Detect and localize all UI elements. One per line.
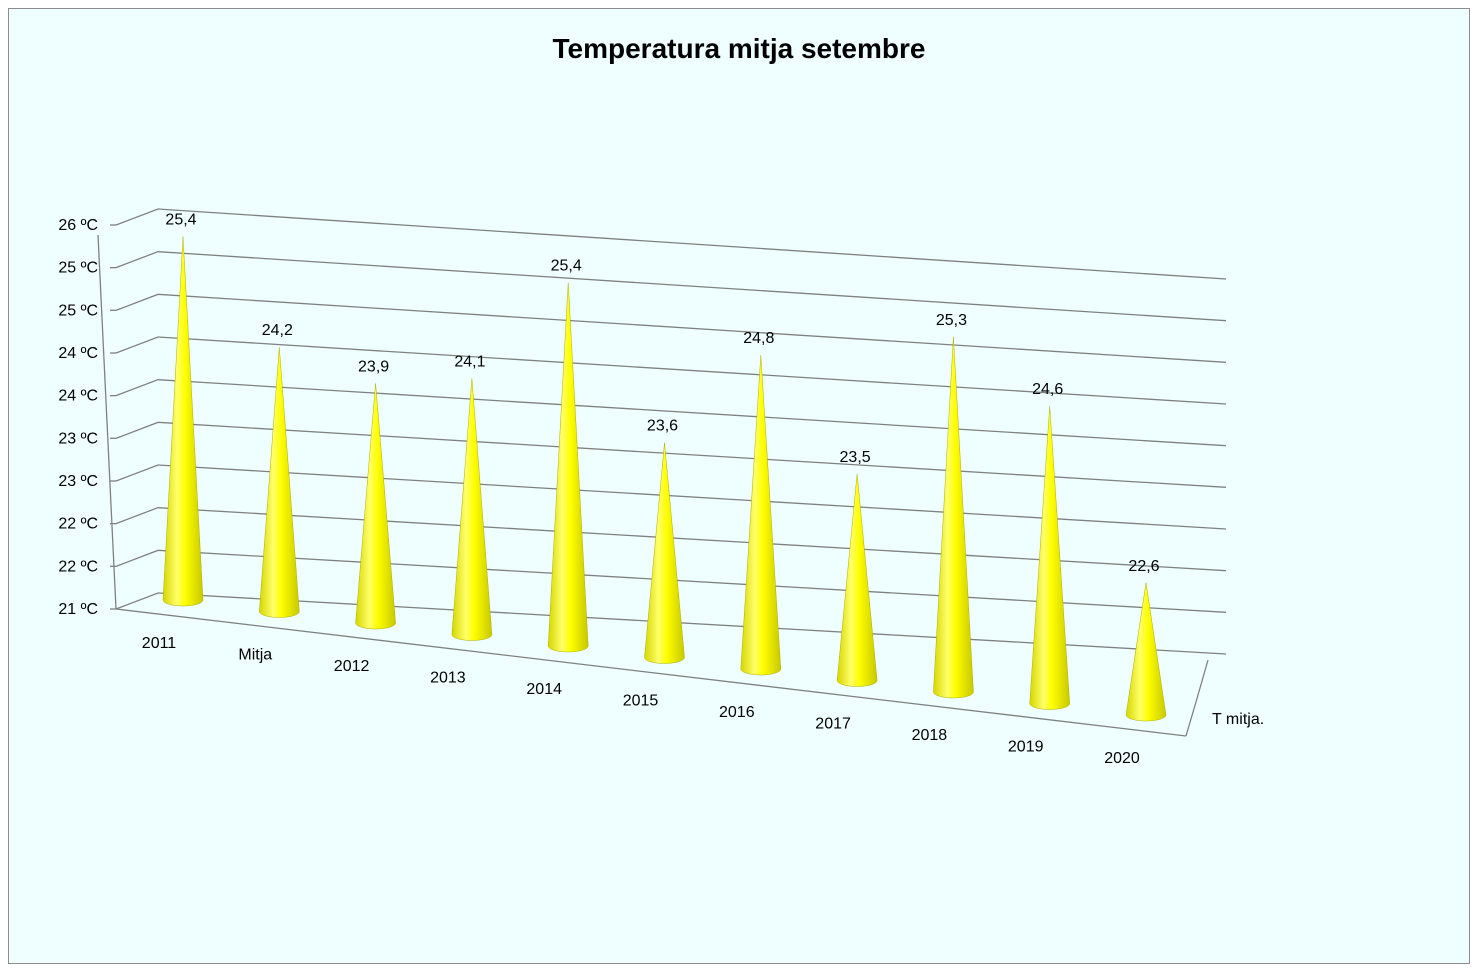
cone-body (451, 378, 493, 641)
x-tick-label: 2014 (526, 681, 562, 698)
data-label: 24,8 (743, 330, 774, 347)
chart-frame (8, 8, 1470, 964)
gridline (115, 251, 1227, 322)
y-tick-label: 24 ºC (58, 345, 98, 362)
cone-body (740, 355, 782, 676)
cone-body (355, 383, 396, 630)
data-label: 24,2 (262, 322, 293, 339)
x-tick-label: 2016 (719, 704, 755, 721)
gridline (115, 464, 1227, 530)
y-tick-label: 21 ºC (58, 601, 98, 618)
cone-2017 (836, 473, 878, 687)
cone-2011 (162, 236, 204, 607)
cone-body (1029, 406, 1070, 710)
cone-body (1125, 582, 1167, 722)
gridline (115, 549, 1227, 613)
x-tick-label: 2011 (142, 635, 177, 652)
x-tick-label: 2012 (334, 658, 370, 675)
x-tick-label: 2017 (815, 716, 851, 733)
x-axis-line (115, 608, 1187, 737)
data-label: 25,4 (551, 258, 582, 275)
cones (162, 236, 1167, 722)
depth-axis-edge (1185, 701, 1197, 737)
x-tick-label: 2020 (1104, 750, 1140, 767)
cone-2015 (644, 442, 685, 664)
y-tick-label: 23 ºC (58, 430, 98, 447)
y-tick-label: 25 ºC (58, 260, 98, 277)
y-axis-tick-labels: 21 ºC 22 ºC 22 ºC 23 ºC 23 ºC 24 ºC 24 ºC 25 ºC… (58, 217, 98, 618)
gridline (115, 336, 1227, 405)
x-tick-label: 2019 (1008, 739, 1044, 756)
y-tick-label: 23 ºC (58, 473, 98, 490)
cone-body (836, 473, 878, 687)
gridline (115, 379, 1227, 447)
cone-2012 (355, 383, 396, 630)
y-tick-label: 22 ºC (58, 516, 98, 533)
data-label: 23,5 (840, 449, 871, 466)
cone-body (644, 442, 685, 664)
cone-mitja (259, 347, 300, 618)
cone-2018 (933, 336, 974, 699)
data-label: 23,9 (358, 358, 389, 375)
depth-axis-line (1195, 659, 1209, 703)
y-tick-label: 24 ºC (58, 388, 98, 405)
gridline (115, 208, 1227, 280)
gridline (115, 421, 1227, 488)
data-label: 24,6 (1032, 381, 1063, 398)
x-tick-label: 2018 (912, 727, 948, 744)
y-tick-label: 26 ºC (58, 217, 98, 234)
gridline (115, 293, 1227, 363)
data-label: 24,1 (454, 353, 485, 370)
cone-body (259, 347, 300, 618)
cone-body (933, 336, 974, 699)
y-tick-label: 22 ºC (58, 558, 98, 575)
axes (97, 224, 1209, 737)
cone-2019 (1029, 406, 1070, 710)
data-label: 22,6 (1128, 558, 1159, 575)
cone-2020 (1125, 582, 1167, 722)
cone-2013 (451, 378, 493, 641)
gridline (115, 507, 1227, 572)
data-label: 23,6 (647, 418, 678, 435)
data-label: 25,3 (936, 312, 967, 329)
chart-title: Temperatura mitja setembre (553, 33, 926, 64)
series-axis-label: T mitja. (1212, 711, 1264, 728)
y-axis-line (97, 234, 117, 610)
x-tick-label: 2015 (623, 693, 659, 710)
cone-body (162, 236, 204, 607)
x-tick-label: Mitja (238, 647, 272, 664)
cone-body (547, 282, 589, 653)
data-label: 25,4 (165, 212, 196, 229)
cone-2016 (740, 355, 782, 676)
x-tick-label: 2013 (430, 670, 466, 687)
y-tick-label: 25 ºC (58, 302, 98, 319)
x-axis-tick-labels: 2011 Mitja 2012 2013 2014 2015 2016 2017 2018 201… (142, 635, 1140, 767)
cone-2014 (547, 282, 589, 653)
data-labels: 25,4 24,2 23,9 24,1 25,4 23,6 24,8 23,5 25,3 24,6… (165, 212, 1159, 575)
